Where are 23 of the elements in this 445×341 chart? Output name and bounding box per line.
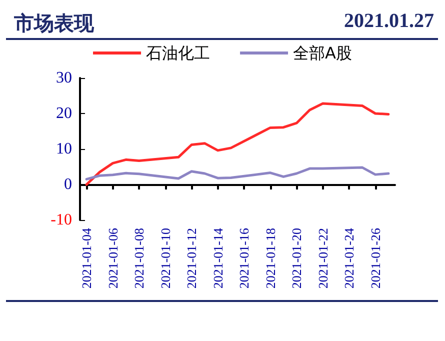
- x-tick-label: 2021-01-18: [262, 228, 278, 289]
- x-tick-label: 2021-01-08: [132, 228, 147, 289]
- line-series: [85, 166, 390, 180]
- y-tick-label: 30: [56, 70, 72, 86]
- x-tick-label: 2021-01-24: [342, 228, 357, 289]
- legend-label: 石油化工: [146, 44, 210, 62]
- x-tick-label: 2021-01-26: [368, 228, 383, 289]
- x-tick-label: 2021-01-06: [105, 228, 120, 289]
- x-tick-label: 2021-01-20: [289, 228, 304, 289]
- x-tick-label: 2021-01-12: [184, 228, 200, 289]
- y-tick-label: 20: [56, 105, 72, 122]
- x-tick-label: 2021-01-14: [210, 228, 226, 289]
- y-tick-label: 0: [64, 176, 72, 193]
- x-tick-label: 2021-01-04: [79, 228, 94, 289]
- x-tick-label: 2021-01-10: [158, 228, 173, 289]
- x-tick-label: 2021-01-16: [236, 228, 252, 289]
- chart-subtitle: 2021.01.27: [344, 10, 434, 33]
- y-tick-label: 10: [56, 140, 72, 158]
- chart-title: 市场表现: [14, 10, 94, 37]
- y-tick-label: -10: [50, 212, 72, 228]
- x-tick-label: 2021-01-22: [315, 228, 330, 289]
- line-series: [85, 102, 390, 186]
- legend-label: 全部A股: [293, 44, 352, 62]
